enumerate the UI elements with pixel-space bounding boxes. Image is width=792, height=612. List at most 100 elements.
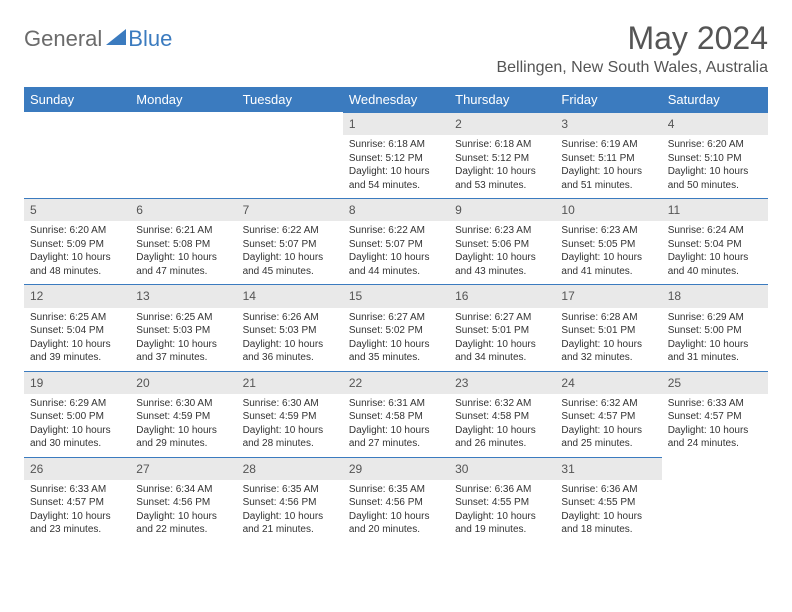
- day-number: 18: [662, 284, 768, 307]
- day-info: Sunrise: 6:20 AMSunset: 5:09 PMDaylight:…: [24, 221, 130, 284]
- calendar-table: SundayMondayTuesdayWednesdayThursdayFrid…: [24, 87, 768, 543]
- day-info: Sunrise: 6:29 AMSunset: 5:00 PMDaylight:…: [24, 394, 130, 457]
- calendar-cell: 30Sunrise: 6:36 AMSunset: 4:55 PMDayligh…: [449, 457, 555, 543]
- calendar-cell: 1Sunrise: 6:18 AMSunset: 5:12 PMDaylight…: [343, 112, 449, 198]
- weekday-header: Saturday: [662, 87, 768, 112]
- day-number: 23: [449, 371, 555, 394]
- calendar-cell: 2Sunrise: 6:18 AMSunset: 5:12 PMDaylight…: [449, 112, 555, 198]
- day-info: Sunrise: 6:28 AMSunset: 5:01 PMDaylight:…: [555, 308, 661, 371]
- calendar-cell: 24Sunrise: 6:32 AMSunset: 4:57 PMDayligh…: [555, 371, 661, 457]
- calendar-head: SundayMondayTuesdayWednesdayThursdayFrid…: [24, 87, 768, 112]
- day-info: Sunrise: 6:23 AMSunset: 5:05 PMDaylight:…: [555, 221, 661, 284]
- day-number: 28: [237, 457, 343, 480]
- day-number: 11: [662, 198, 768, 221]
- day-info: Sunrise: 6:19 AMSunset: 5:11 PMDaylight:…: [555, 135, 661, 198]
- day-info: Sunrise: 6:25 AMSunset: 5:03 PMDaylight:…: [130, 308, 236, 371]
- day-info: Sunrise: 6:20 AMSunset: 5:10 PMDaylight:…: [662, 135, 768, 198]
- calendar-cell: 28Sunrise: 6:35 AMSunset: 4:56 PMDayligh…: [237, 457, 343, 543]
- day-number: 2: [449, 112, 555, 135]
- day-number: 8: [343, 198, 449, 221]
- header: General Blue May 2024 Bellingen, New Sou…: [24, 20, 768, 77]
- logo-text-general: General: [24, 26, 102, 52]
- location: Bellingen, New South Wales, Australia: [496, 59, 768, 77]
- day-info: Sunrise: 6:22 AMSunset: 5:07 PMDaylight:…: [343, 221, 449, 284]
- day-number: 7: [237, 198, 343, 221]
- day-number: 31: [555, 457, 661, 480]
- calendar-row: 12Sunrise: 6:25 AMSunset: 5:04 PMDayligh…: [24, 284, 768, 370]
- day-info: Sunrise: 6:27 AMSunset: 5:01 PMDaylight:…: [449, 308, 555, 371]
- day-info: Sunrise: 6:30 AMSunset: 4:59 PMDaylight:…: [237, 394, 343, 457]
- weekday-header: Monday: [130, 87, 236, 112]
- day-number: 5: [24, 198, 130, 221]
- day-number: 30: [449, 457, 555, 480]
- day-info: Sunrise: 6:33 AMSunset: 4:57 PMDaylight:…: [662, 394, 768, 457]
- day-info: Sunrise: 6:30 AMSunset: 4:59 PMDaylight:…: [130, 394, 236, 457]
- month-title: May 2024: [496, 20, 768, 57]
- day-info: Sunrise: 6:26 AMSunset: 5:03 PMDaylight:…: [237, 308, 343, 371]
- calendar-cell: 25Sunrise: 6:33 AMSunset: 4:57 PMDayligh…: [662, 371, 768, 457]
- calendar-cell: 22Sunrise: 6:31 AMSunset: 4:58 PMDayligh…: [343, 371, 449, 457]
- calendar-cell: 18Sunrise: 6:29 AMSunset: 5:00 PMDayligh…: [662, 284, 768, 370]
- day-info: Sunrise: 6:33 AMSunset: 4:57 PMDaylight:…: [24, 480, 130, 543]
- calendar-cell: 27Sunrise: 6:34 AMSunset: 4:56 PMDayligh…: [130, 457, 236, 543]
- day-info: Sunrise: 6:32 AMSunset: 4:58 PMDaylight:…: [449, 394, 555, 457]
- day-info: Sunrise: 6:35 AMSunset: 4:56 PMDaylight:…: [343, 480, 449, 543]
- day-number: 1: [343, 112, 449, 135]
- day-info: Sunrise: 6:35 AMSunset: 4:56 PMDaylight:…: [237, 480, 343, 543]
- calendar-body: 1Sunrise: 6:18 AMSunset: 5:12 PMDaylight…: [24, 112, 768, 543]
- day-number: 19: [24, 371, 130, 394]
- weekday-row: SundayMondayTuesdayWednesdayThursdayFrid…: [24, 87, 768, 112]
- day-number: 22: [343, 371, 449, 394]
- calendar-cell: 6Sunrise: 6:21 AMSunset: 5:08 PMDaylight…: [130, 198, 236, 284]
- day-number: 12: [24, 284, 130, 307]
- calendar-row: 5Sunrise: 6:20 AMSunset: 5:09 PMDaylight…: [24, 198, 768, 284]
- calendar-cell: 29Sunrise: 6:35 AMSunset: 4:56 PMDayligh…: [343, 457, 449, 543]
- weekday-header: Friday: [555, 87, 661, 112]
- day-info: Sunrise: 6:18 AMSunset: 5:12 PMDaylight:…: [343, 135, 449, 198]
- day-number: 6: [130, 198, 236, 221]
- calendar-cell: 17Sunrise: 6:28 AMSunset: 5:01 PMDayligh…: [555, 284, 661, 370]
- calendar-row: 19Sunrise: 6:29 AMSunset: 5:00 PMDayligh…: [24, 371, 768, 457]
- day-number: 21: [237, 371, 343, 394]
- calendar-cell: 16Sunrise: 6:27 AMSunset: 5:01 PMDayligh…: [449, 284, 555, 370]
- day-info: Sunrise: 6:27 AMSunset: 5:02 PMDaylight:…: [343, 308, 449, 371]
- calendar-cell: [24, 112, 130, 198]
- day-number: 26: [24, 457, 130, 480]
- calendar-cell: 19Sunrise: 6:29 AMSunset: 5:00 PMDayligh…: [24, 371, 130, 457]
- logo-triangle-icon: [106, 29, 126, 50]
- weekday-header: Wednesday: [343, 87, 449, 112]
- calendar-cell: 9Sunrise: 6:23 AMSunset: 5:06 PMDaylight…: [449, 198, 555, 284]
- calendar-cell: 21Sunrise: 6:30 AMSunset: 4:59 PMDayligh…: [237, 371, 343, 457]
- day-info: Sunrise: 6:31 AMSunset: 4:58 PMDaylight:…: [343, 394, 449, 457]
- calendar-cell: 13Sunrise: 6:25 AMSunset: 5:03 PMDayligh…: [130, 284, 236, 370]
- day-number: 14: [237, 284, 343, 307]
- day-info: Sunrise: 6:34 AMSunset: 4:56 PMDaylight:…: [130, 480, 236, 543]
- calendar-cell: 26Sunrise: 6:33 AMSunset: 4:57 PMDayligh…: [24, 457, 130, 543]
- logo-text-blue: Blue: [128, 26, 172, 52]
- day-number: 16: [449, 284, 555, 307]
- calendar-cell: 11Sunrise: 6:24 AMSunset: 5:04 PMDayligh…: [662, 198, 768, 284]
- calendar-cell: 4Sunrise: 6:20 AMSunset: 5:10 PMDaylight…: [662, 112, 768, 198]
- day-number: 3: [555, 112, 661, 135]
- day-info: Sunrise: 6:32 AMSunset: 4:57 PMDaylight:…: [555, 394, 661, 457]
- day-info: Sunrise: 6:23 AMSunset: 5:06 PMDaylight:…: [449, 221, 555, 284]
- day-number: 15: [343, 284, 449, 307]
- calendar-cell: 10Sunrise: 6:23 AMSunset: 5:05 PMDayligh…: [555, 198, 661, 284]
- day-info: Sunrise: 6:29 AMSunset: 5:00 PMDaylight:…: [662, 308, 768, 371]
- calendar-cell: 31Sunrise: 6:36 AMSunset: 4:55 PMDayligh…: [555, 457, 661, 543]
- calendar-cell: 5Sunrise: 6:20 AMSunset: 5:09 PMDaylight…: [24, 198, 130, 284]
- calendar-cell: 23Sunrise: 6:32 AMSunset: 4:58 PMDayligh…: [449, 371, 555, 457]
- calendar-cell: 7Sunrise: 6:22 AMSunset: 5:07 PMDaylight…: [237, 198, 343, 284]
- weekday-header: Sunday: [24, 87, 130, 112]
- day-info: Sunrise: 6:21 AMSunset: 5:08 PMDaylight:…: [130, 221, 236, 284]
- calendar-cell: [237, 112, 343, 198]
- day-info: Sunrise: 6:36 AMSunset: 4:55 PMDaylight:…: [449, 480, 555, 543]
- day-number: 10: [555, 198, 661, 221]
- day-number: 13: [130, 284, 236, 307]
- calendar-row: 26Sunrise: 6:33 AMSunset: 4:57 PMDayligh…: [24, 457, 768, 543]
- day-number: 9: [449, 198, 555, 221]
- day-number: 27: [130, 457, 236, 480]
- weekday-header: Thursday: [449, 87, 555, 112]
- calendar-cell: 3Sunrise: 6:19 AMSunset: 5:11 PMDaylight…: [555, 112, 661, 198]
- day-number: 20: [130, 371, 236, 394]
